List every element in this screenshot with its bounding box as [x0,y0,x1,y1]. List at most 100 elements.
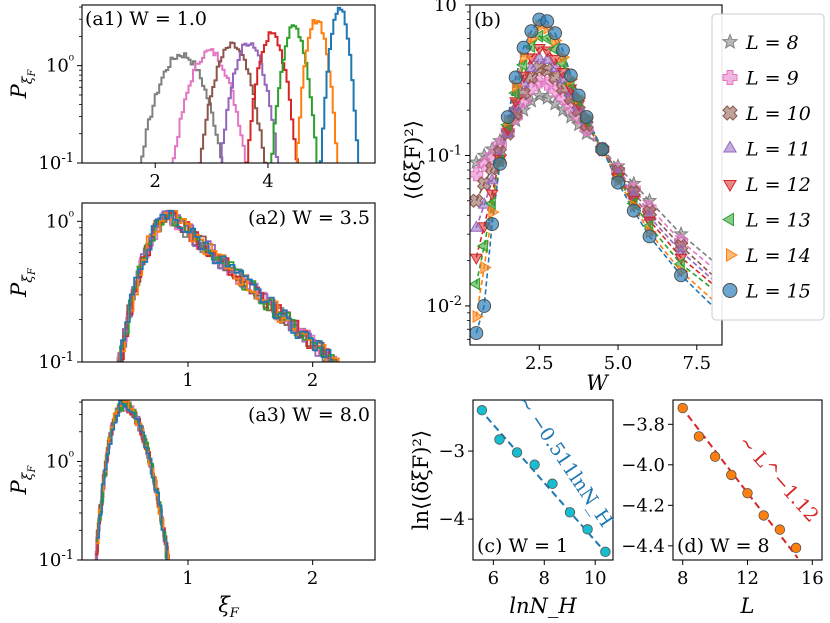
y-tick-label: 10-1 [38,151,74,174]
x-tick-label: 1 [182,568,193,589]
a3-xlabel: ξF [218,593,240,621]
legend-label: L = 12 [745,174,811,196]
data-point [470,193,484,208]
axes-frame [81,4,376,164]
data-point [524,24,539,39]
d-xlabel: L [740,594,755,618]
c-title: (c) W = 1 [477,535,568,557]
y-tick-label: −3 [438,441,465,462]
data-point [488,205,500,219]
legend-label: L = 8 [745,32,799,54]
c-xlabel: lnN_H [509,594,577,618]
data-point [532,51,546,63]
data-point [721,33,739,50]
c-series-group [476,405,611,558]
data-point [774,524,786,535]
histogram-L11 [220,42,280,163]
c-ylabel: ln⟨(δξF)²⟩ [409,430,433,530]
data-point [790,542,802,554]
x-tick-label: 16 [801,568,824,589]
data-point [564,507,576,518]
b-series-group [470,12,714,341]
b-title: (b) [474,9,501,31]
legend-label: L = 13 [745,210,811,232]
panel-c: 6 8 10 −4 −3 (c) W = 1 ~ −0.511lnN_H lnN_H ln⟨(δ… [409,392,617,618]
data-point [722,70,738,85]
data-point [470,253,483,266]
data-point [548,26,562,41]
legend-label: L = 9 [745,68,799,90]
data-point [722,212,734,227]
histogram-trace [94,400,169,560]
y-tick-label: −4.2 [621,495,665,516]
y-tick-label: −4.4 [621,536,665,557]
legend-label: L = 15 [745,281,811,303]
data-point [508,70,523,85]
x-tick-label: 8 [677,568,688,589]
data-point [677,402,688,414]
d-series-group [677,402,802,559]
x-tick-label: 2.5 [525,353,554,374]
panel-d: 8 12 16 −4.4 −4.2 −4.0 −3.8 (d) W = 8 ~ L^−1.12 L [621,399,824,618]
data-point [524,60,538,72]
data-point [509,97,523,109]
histogram-trace [120,209,332,362]
x-tick-label: 7.5 [682,353,711,374]
data-point [758,510,769,521]
data-point [547,478,558,489]
legend-label: L = 14 [745,245,811,267]
x-tick-label: 4 [262,171,273,192]
y-tick-label: 10⁰ [46,209,74,232]
x-tick-label: 5.0 [604,353,633,374]
data-point [472,310,484,324]
axes-frame [472,399,614,561]
y-tick-label: 10-1 [38,548,74,571]
data-point [674,268,688,283]
a2-series-group [116,209,340,362]
histogram-L14 [295,19,339,163]
a3-ylabel: PξF [7,465,38,496]
legend-label: L = 10 [745,103,811,125]
data-point [470,326,484,341]
data-point [485,189,499,201]
axes-frame [672,399,823,561]
data-point [555,43,570,58]
a1-ylabel: PξF [7,69,38,100]
data-point [511,447,523,458]
x-tick-label: 1 [182,370,193,391]
data-point [600,546,611,558]
y-tick-label: −4 [438,509,465,530]
a3-title: (a3) W = 8.0 [248,404,370,426]
histogram-trace [95,403,170,560]
data-point [611,175,625,190]
histogram-L9 [171,48,249,163]
histogram-trace [116,211,333,362]
b-xlabel: W [586,371,610,395]
data-point [477,298,492,313]
data-point [516,40,531,55]
data-point [529,459,540,470]
x-tick-label: 2 [150,171,161,192]
legend-label: L = 11 [745,139,811,161]
histogram-L13 [270,24,318,163]
data-point [500,110,515,125]
histogram-L8 [140,52,224,163]
d-title: (d) W = 8 [677,535,770,557]
x-tick-label: 6 [488,568,499,589]
data-point [726,248,738,262]
data-point [480,261,492,275]
data-point [470,220,483,232]
legend-box [711,13,825,321]
data-point [742,487,753,499]
data-point [595,142,610,157]
data-point [540,52,554,64]
axes-frame [81,399,376,561]
data-point [723,140,737,153]
y-tick-label: 10-1 [38,350,74,373]
data-point [722,105,738,121]
axes-frame [469,4,723,346]
data-point [484,196,496,210]
y-tick-label: −3.8 [621,414,665,435]
data-point [563,68,578,83]
